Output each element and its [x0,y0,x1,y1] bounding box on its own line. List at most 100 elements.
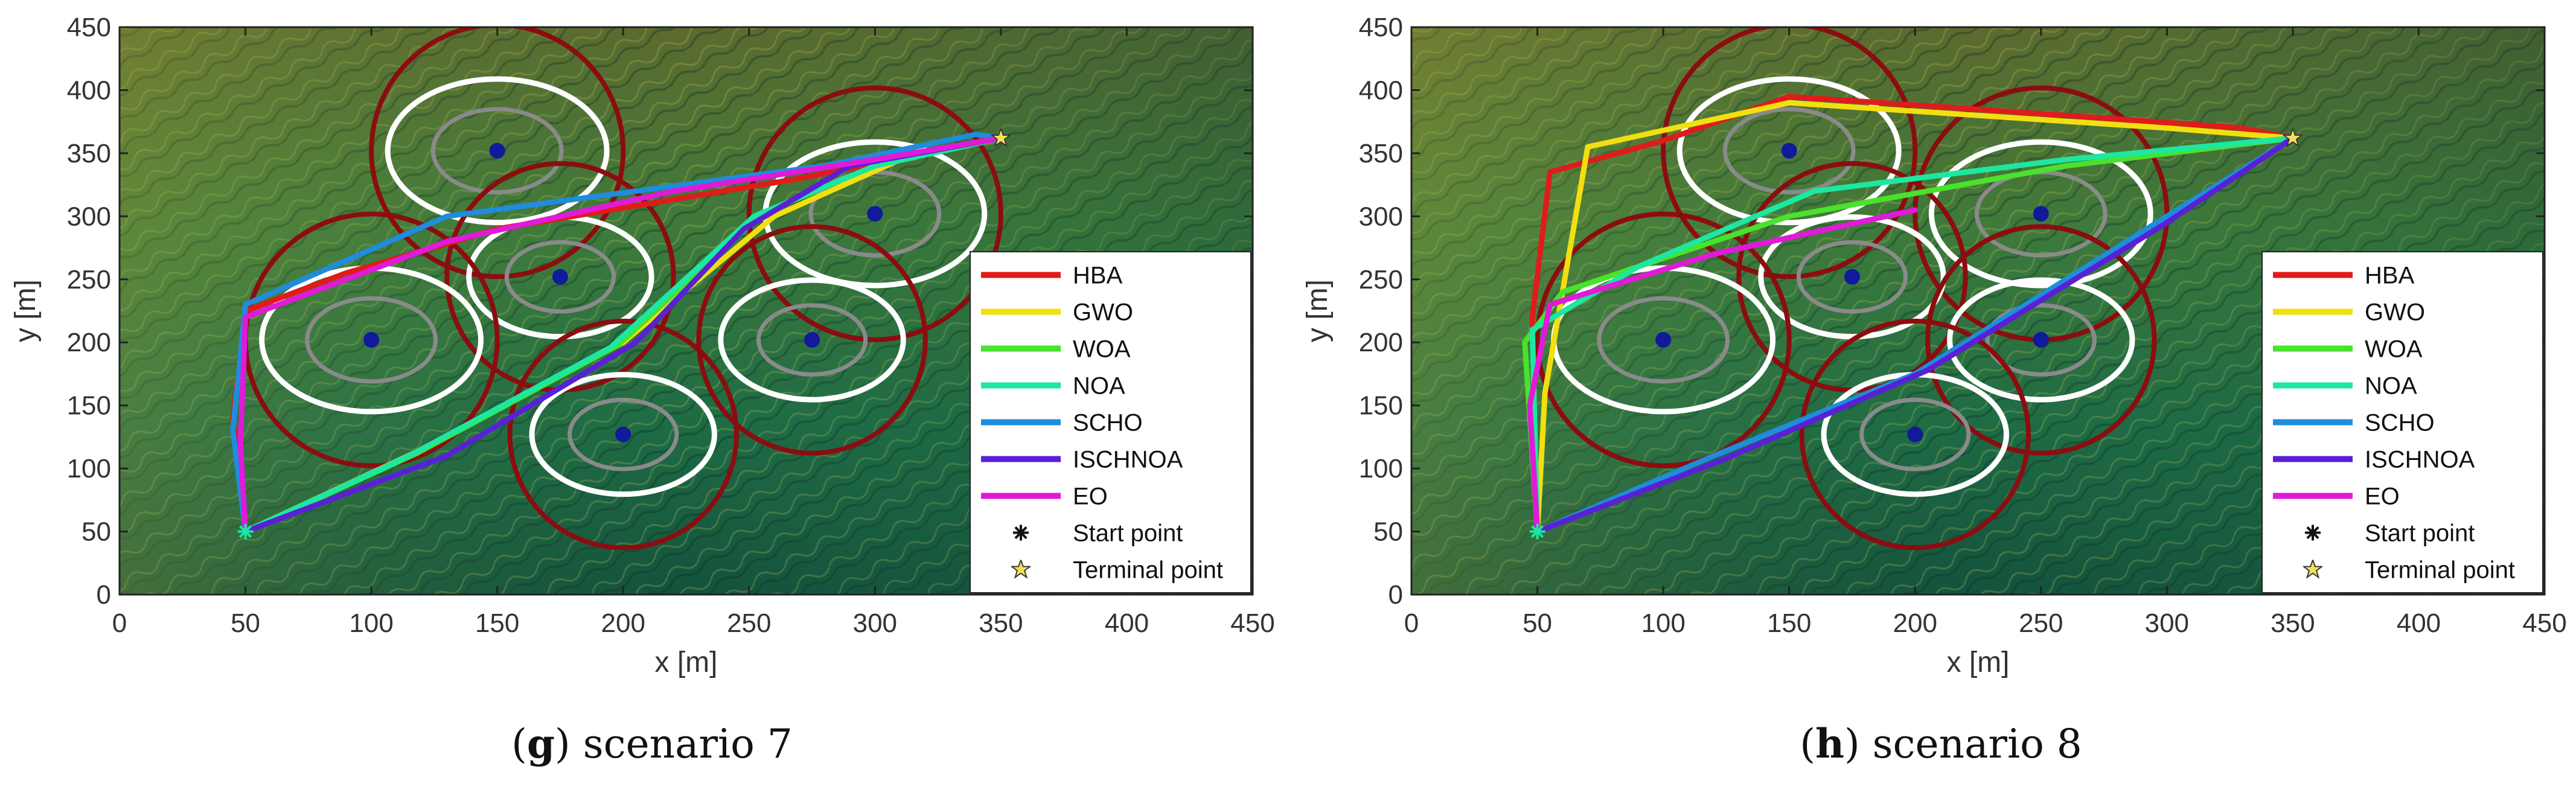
y-tick-label: 450 [67,13,111,42]
y-tick-label: 150 [67,391,111,421]
threat-zone [1661,27,1918,279]
threat-white-ring [1758,214,1946,340]
series-line-gwo [1535,100,2296,535]
threat-outer-ring [696,224,928,456]
legend-entry-label: SCHO [1073,410,1143,436]
threat-zone [746,85,1003,342]
threat-center [552,269,568,285]
legend-entry-label: HBA [2365,263,2415,289]
threat-white-ring [718,277,906,403]
x-tick-label: 100 [1641,608,1685,638]
series-line-eo [237,135,1004,535]
threat-center [1844,269,1860,285]
threat-center [1655,332,1672,348]
legend-entry-label: Start point [2365,520,2475,547]
y-tick-label: 200 [1359,328,1403,357]
x-tick-label: 50 [231,608,260,638]
legend-entry-label: ISCHNOA [1073,447,1183,473]
y-tick-label: 0 [1389,580,1403,610]
threat-outer-ring [746,85,1003,342]
y-tick-label: 400 [67,75,111,105]
x-axis-label: x [m] [1947,646,2010,678]
y-tick-label: 450 [1359,13,1403,42]
y-axis-label: y [m] [10,279,42,342]
legend: HBA GWO WOA NOA SCHO ISCHNOA EO Start point Term… [2261,251,2543,593]
threat-zone [369,27,626,279]
legend-entry-label: NOA [1073,373,1125,400]
threat-grey-ring [504,240,616,314]
threat-grey-ring [1722,107,1856,195]
y-tick-label: 250 [1359,265,1403,295]
legend-entry-label: Start point [1073,520,1183,547]
y-tick-label: 50 [1373,517,1403,547]
x-tick-label: 150 [475,608,519,638]
threat-outer-ring [1925,224,2157,456]
threat-center [615,426,631,442]
legend-entry-label: SCHO [2365,410,2435,436]
threat-white-ring [1928,139,2153,289]
caption-text: scenario 8 [1873,721,2082,767]
legend-entry-label: WOA [1073,336,1131,363]
series-line-scho [230,132,1004,535]
threat-grey-ring [567,397,679,471]
series-line-eo [1527,207,1918,535]
threat-grey-ring [430,107,564,195]
start-point-marker [1529,523,1545,540]
x-tick-label: 350 [979,608,1023,638]
threat-zone [507,319,739,551]
threat-center [1907,426,1923,442]
threat-zone [696,224,928,456]
axes-box [118,26,1254,596]
panel-caption: (h) scenario 8 [1800,720,2082,767]
legend-entry-label: WOA [2365,336,2423,363]
x-tick-label: 450 [2522,608,2566,638]
threat-grey-ring [756,303,868,377]
threat-center [2033,332,2049,348]
chart-panel-g: 0 50 100 150 200 250 300 350 400 450 0 50 100 150 200 2… [10,13,1275,767]
legend-entry-label: HBA [1073,263,1123,289]
legend-entry-label: GWO [2365,299,2425,326]
y-axis-label: y [m] [1302,279,1334,342]
x-tick-label: 400 [2397,608,2441,638]
x-tick-label: 300 [2145,608,2189,638]
threat-outer-ring [507,319,739,551]
threat-center [867,206,883,222]
x-tick-label: 250 [727,608,771,638]
legend-start-marker [2305,525,2321,541]
x-tick-label: 0 [112,608,127,638]
chart-panel-h: 0 50 100 150 200 250 300 350 400 450 0 50 100 150 200 2… [1302,13,2567,767]
threat-center [363,332,380,348]
threat-white-ring [385,76,610,226]
threat-white-ring [1676,76,1902,226]
y-tick-label: 300 [1359,202,1403,231]
legend-entry-label: Terminal point [1073,557,1223,584]
y-tick-label: 400 [1359,75,1403,105]
threat-outer-ring [1799,319,2031,551]
threat-outer-ring [369,27,626,279]
threat-grey-ring [1597,296,1730,384]
threat-zone [1925,224,2157,456]
panel-caption: (g) scenario 7 [511,720,793,767]
legend-entry-label: EO [1073,484,1108,510]
caption-text: scenario 7 [583,721,793,767]
series-line-woa [1522,135,2296,535]
x-tick-label: 450 [1230,608,1274,638]
threat-grey-ring [1985,303,2097,377]
y-tick-label: 100 [1359,454,1403,484]
x-tick-label: 400 [1105,608,1149,638]
threat-grey-ring [1796,240,1908,314]
y-tick-label: 250 [67,265,111,295]
y-tick-label: 350 [67,139,111,168]
axes-box [1410,26,2546,596]
x-tick-label: 200 [1893,608,1937,638]
threat-center [1781,142,1797,159]
threat-center [489,142,505,159]
threat-outer-ring [1661,27,1918,279]
series-line-noa [243,135,1004,535]
threat-white-ring [529,372,717,497]
threat-center [804,332,820,348]
threat-grey-ring [1859,397,1971,471]
series-line-ischnoa [1535,135,2296,535]
x-tick-label: 250 [2019,608,2063,638]
threat-grey-ring [305,296,438,384]
